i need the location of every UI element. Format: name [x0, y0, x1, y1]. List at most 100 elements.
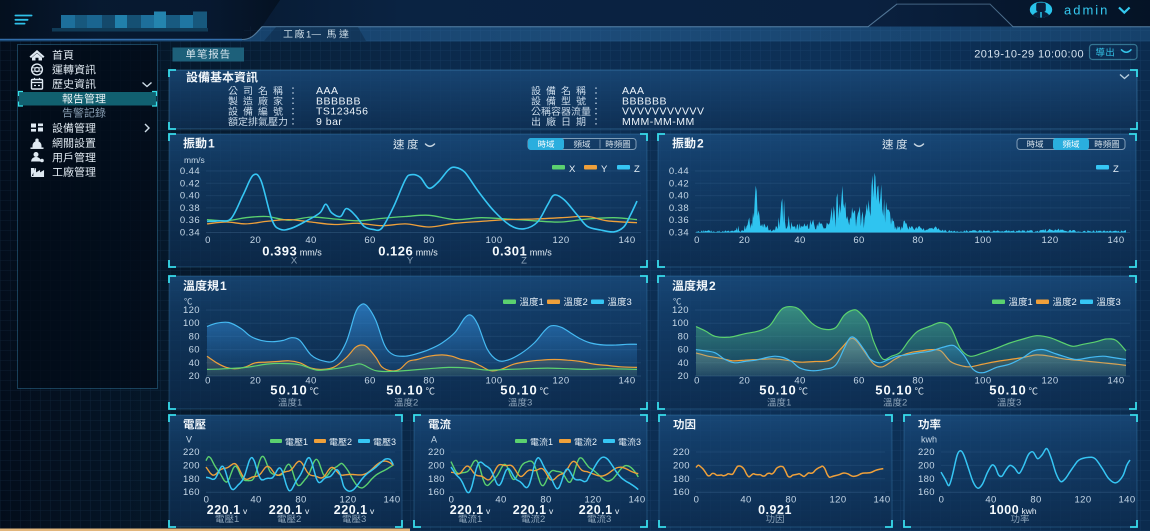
svg-text:80: 80 [423, 235, 434, 246]
svg-text:0: 0 [205, 235, 211, 246]
svg-text:20: 20 [739, 376, 750, 387]
svg-text:0.34: 0.34 [180, 228, 200, 239]
svg-text:TS123456: TS123456 [316, 106, 368, 118]
svg-text:20: 20 [250, 235, 261, 246]
svg-text:100: 100 [485, 376, 502, 387]
svg-text:2019-10-29 10:00:00: 2019-10-29 10:00:00 [974, 48, 1084, 60]
svg-text:0: 0 [694, 495, 700, 506]
svg-text:3: 3 [1016, 398, 1021, 409]
svg-text:0: 0 [694, 235, 700, 246]
svg-text:60: 60 [853, 235, 864, 246]
svg-text:60: 60 [364, 235, 375, 246]
svg-text:1: 1 [297, 398, 302, 409]
svg-text:220.1 v: 220.1 v [207, 503, 248, 517]
svg-text:80: 80 [785, 495, 796, 506]
svg-text:160: 160 [673, 487, 690, 498]
svg-text:1: 1 [234, 514, 239, 525]
svg-text:3: 3 [636, 437, 641, 447]
svg-text:40: 40 [495, 495, 506, 506]
svg-text:BBBBBB: BBBBBB [316, 95, 361, 107]
svg-text:1: 1 [477, 514, 482, 525]
svg-text:220: 220 [183, 447, 200, 458]
svg-text:220.1 v: 220.1 v [513, 503, 554, 517]
svg-text:AAA: AAA [316, 85, 339, 97]
svg-text:mm/s: mm/s [184, 155, 205, 165]
svg-text:0: 0 [694, 376, 700, 387]
svg-text:120: 120 [183, 305, 200, 316]
svg-text:1: 1 [548, 437, 553, 447]
svg-text:80: 80 [678, 331, 689, 342]
svg-text:140: 140 [383, 495, 400, 506]
svg-text:80: 80 [295, 495, 306, 506]
svg-text:60: 60 [678, 345, 689, 356]
svg-text:50.10: 50.10 [386, 383, 424, 398]
svg-text:0.34: 0.34 [669, 228, 689, 239]
svg-text:160: 160 [918, 487, 935, 498]
svg-text:120: 120 [552, 235, 569, 246]
svg-text:60: 60 [853, 376, 864, 387]
svg-text:50.10: 50.10 [270, 383, 308, 398]
svg-text:A: A [431, 435, 437, 445]
svg-text:0.44: 0.44 [669, 166, 689, 177]
svg-text:180: 180 [428, 474, 445, 485]
svg-text:140: 140 [873, 495, 890, 506]
svg-text:0.44: 0.44 [180, 166, 200, 177]
svg-text:20: 20 [189, 371, 200, 382]
svg-text:V: V [186, 435, 192, 445]
svg-text:220.1 v: 220.1 v [334, 503, 375, 517]
svg-text:180: 180 [183, 474, 200, 485]
svg-text:Z: Z [1113, 164, 1119, 175]
svg-text:40: 40 [985, 495, 996, 506]
svg-text:60: 60 [364, 376, 375, 387]
svg-text:40: 40 [678, 358, 689, 369]
svg-text:MMM-MM-MM: MMM-MM-MM [622, 116, 695, 128]
svg-text:Z: Z [634, 164, 640, 175]
svg-text:140: 140 [618, 376, 635, 387]
svg-text:100: 100 [672, 318, 689, 329]
svg-text:40: 40 [305, 376, 316, 387]
svg-text:2: 2 [540, 514, 545, 525]
svg-text:220.1 v: 220.1 v [269, 503, 310, 517]
svg-text:120: 120 [1041, 376, 1058, 387]
svg-text:0: 0 [939, 495, 945, 506]
svg-text:Y: Y [407, 256, 414, 267]
svg-text:3: 3 [527, 398, 532, 409]
svg-text:220: 220 [428, 447, 445, 458]
svg-text:100: 100 [974, 235, 991, 246]
svg-text:20: 20 [739, 235, 750, 246]
svg-text:200: 200 [918, 460, 935, 471]
svg-text:1: 1 [220, 279, 227, 293]
svg-text:40: 40 [794, 376, 805, 387]
svg-text:0.38: 0.38 [669, 203, 689, 214]
svg-text:0: 0 [205, 376, 211, 387]
svg-text:120: 120 [1041, 235, 1058, 246]
svg-text:0.42: 0.42 [180, 178, 200, 189]
svg-text:20: 20 [678, 371, 689, 382]
svg-text:kwh: kwh [921, 435, 937, 445]
svg-text:220.1 v: 220.1 v [450, 503, 491, 517]
svg-text:1: 1 [1028, 297, 1033, 308]
svg-text:2: 2 [583, 297, 588, 308]
svg-text:2: 2 [709, 279, 716, 293]
svg-text:50.10: 50.10 [500, 383, 538, 398]
svg-text:40: 40 [794, 235, 805, 246]
svg-text:140: 140 [1107, 235, 1124, 246]
svg-text:120: 120 [829, 495, 846, 506]
svg-text:0.42: 0.42 [669, 178, 689, 189]
svg-text:2: 2 [296, 514, 301, 525]
svg-text:80: 80 [189, 331, 200, 342]
svg-text:140: 140 [1107, 376, 1124, 387]
svg-text:120: 120 [552, 376, 569, 387]
svg-text:2: 2 [413, 398, 418, 409]
svg-text:1: 1 [303, 437, 308, 447]
svg-text:1: 1 [208, 136, 215, 150]
svg-text:1: 1 [539, 297, 544, 308]
svg-text:2: 2 [1072, 297, 1077, 308]
svg-text:160: 160 [183, 487, 200, 498]
svg-text:0.921: 0.921 [758, 503, 792, 517]
svg-text:X: X [291, 256, 298, 267]
svg-text:0.36: 0.36 [669, 215, 689, 226]
svg-text:120: 120 [1074, 495, 1091, 506]
svg-text:180: 180 [673, 474, 690, 485]
svg-text:50.10: 50.10 [875, 383, 913, 398]
